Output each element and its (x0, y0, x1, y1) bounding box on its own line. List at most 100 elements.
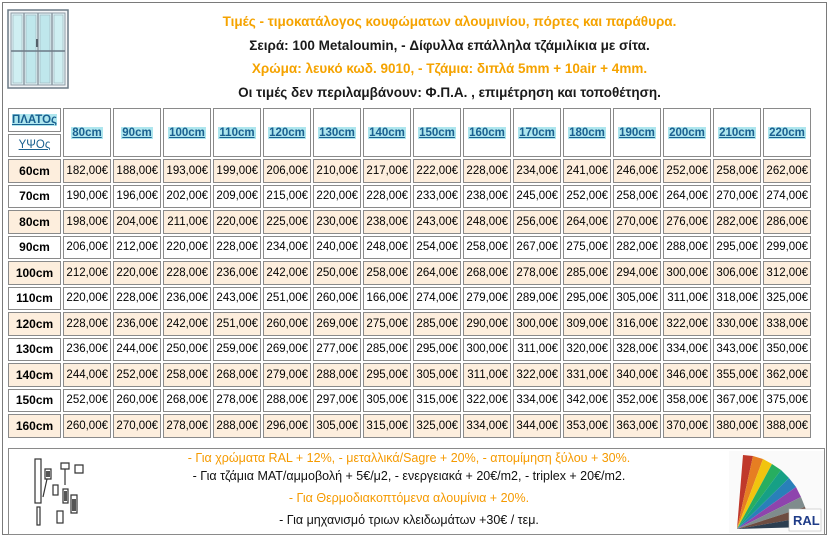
price-cell: 236,00€ (113, 312, 161, 336)
price-cell: 264,00€ (413, 261, 461, 285)
price-cell: 260,00€ (313, 286, 361, 310)
width-header-80cm[interactable]: 80cm (63, 108, 111, 157)
price-cell: 296,00€ (263, 414, 311, 438)
price-cell: 328,00€ (613, 337, 661, 361)
price-cell: 243,00€ (413, 210, 461, 234)
price-cell: 193,00€ (163, 159, 211, 183)
width-corner-label[interactable]: ΠΛΑΤΟς (8, 108, 61, 132)
width-header-130cm[interactable]: 130cm (313, 108, 361, 157)
price-cell: 343,00€ (713, 337, 761, 361)
price-cell: 236,00€ (213, 261, 261, 285)
price-cell: 278,00€ (513, 261, 561, 285)
price-cell: 268,00€ (463, 261, 511, 285)
price-cell: 305,00€ (413, 363, 461, 387)
width-header-90cm[interactable]: 90cm (113, 108, 161, 157)
price-cell: 315,00€ (413, 388, 461, 412)
ral-logo-text: RAL (793, 513, 820, 528)
price-cell: 278,00€ (213, 388, 261, 412)
price-cell: 233,00€ (413, 184, 461, 208)
price-cell: 305,00€ (363, 388, 411, 412)
width-header-140cm[interactable]: 140cm (363, 108, 411, 157)
price-cell: 277,00€ (313, 337, 361, 361)
price-cell: 222,00€ (413, 159, 461, 183)
width-header-170cm[interactable]: 170cm (513, 108, 561, 157)
price-cell: 228,00€ (63, 312, 111, 336)
price-cell: 220,00€ (213, 210, 261, 234)
ral-color-fan-image: RAL (729, 451, 824, 533)
width-header-150cm[interactable]: 150cm (413, 108, 461, 157)
price-cell: 246,00€ (613, 159, 661, 183)
width-header-100cm[interactable]: 100cm (163, 108, 211, 157)
price-cell: 285,00€ (563, 261, 611, 285)
height-header: 60cm (8, 159, 61, 183)
price-cell: 358,00€ (663, 388, 711, 412)
price-cell: 238,00€ (363, 210, 411, 234)
price-cell: 234,00€ (263, 235, 311, 259)
price-cell: 309,00€ (563, 312, 611, 336)
price-cell: 256,00€ (513, 210, 561, 234)
height-header: 160cm (8, 414, 61, 438)
price-cell: 212,00€ (113, 235, 161, 259)
price-cell: 225,00€ (263, 210, 311, 234)
price-cell: 325,00€ (413, 414, 461, 438)
price-cell: 251,00€ (213, 312, 261, 336)
width-header-220cm[interactable]: 220cm (763, 108, 811, 157)
price-cell: 355,00€ (713, 363, 761, 387)
price-cell: 380,00€ (713, 414, 761, 438)
price-cell: 244,00€ (113, 337, 161, 361)
height-header: 100cm (8, 261, 61, 285)
width-header-200cm[interactable]: 200cm (663, 108, 711, 157)
price-cell: 342,00€ (563, 388, 611, 412)
table-row: 100cm 212,00€ 220,00€ 228,00€ 236,00€ 242,00€… (8, 261, 811, 285)
price-cell: 268,00€ (213, 363, 261, 387)
price-cell: 252,00€ (663, 159, 711, 183)
price-cell: 331,00€ (563, 363, 611, 387)
price-cell: 228,00€ (163, 261, 211, 285)
price-cell: 338,00€ (763, 312, 811, 336)
price-cell: 288,00€ (313, 363, 361, 387)
height-header: 90cm (8, 235, 61, 259)
table-row: 120cm 228,00€ 236,00€ 242,00€ 251,00€ 260,00€… (8, 312, 811, 336)
width-header-120cm[interactable]: 120cm (263, 108, 311, 157)
price-cell: 306,00€ (713, 261, 761, 285)
price-cell: 300,00€ (513, 312, 561, 336)
price-cell: 217,00€ (363, 159, 411, 183)
price-cell: 320,00€ (563, 337, 611, 361)
price-cell: 198,00€ (63, 210, 111, 234)
price-cell: 240,00€ (313, 235, 361, 259)
color-glass-line: Χρώμα: λευκό κωδ. 9010, - Τζάμια: διπλά … (251, 61, 648, 76)
price-cell: 258,00€ (463, 235, 511, 259)
width-header-190cm[interactable]: 190cm (613, 108, 661, 157)
price-cell: 311,00€ (463, 363, 511, 387)
price-cell: 286,00€ (763, 210, 811, 234)
price-cell: 362,00€ (763, 363, 811, 387)
price-cell: 316,00€ (613, 312, 661, 336)
price-cell: 210,00€ (313, 159, 361, 183)
price-cell: 275,00€ (563, 235, 611, 259)
width-header-110cm[interactable]: 110cm (213, 108, 261, 157)
price-cell: 274,00€ (763, 184, 811, 208)
lock-hardware-image (34, 458, 84, 526)
price-cell: 196,00€ (113, 184, 161, 208)
height-corner-label[interactable]: ΥΨΟς (8, 133, 61, 157)
width-header-180cm[interactable]: 180cm (563, 108, 611, 157)
price-cell: 252,00€ (63, 388, 111, 412)
height-header: 140cm (8, 363, 61, 387)
price-cell: 268,00€ (163, 388, 211, 412)
price-cell: 220,00€ (163, 235, 211, 259)
price-cell: 315,00€ (363, 414, 411, 438)
price-cell: 188,00€ (113, 159, 161, 183)
price-cell: 334,00€ (463, 414, 511, 438)
price-cell: 299,00€ (763, 235, 811, 259)
price-cell: 288,00€ (263, 388, 311, 412)
price-cell: 250,00€ (313, 261, 361, 285)
width-header-210cm[interactable]: 210cm (713, 108, 761, 157)
price-cell: 285,00€ (413, 312, 461, 336)
price-cell: 318,00€ (713, 286, 761, 310)
price-cell: 275,00€ (363, 312, 411, 336)
price-cell: 334,00€ (663, 337, 711, 361)
height-header: 80cm (8, 210, 61, 234)
price-cell: 325,00€ (763, 286, 811, 310)
price-cell: 234,00€ (513, 159, 561, 183)
width-header-160cm[interactable]: 160cm (463, 108, 511, 157)
